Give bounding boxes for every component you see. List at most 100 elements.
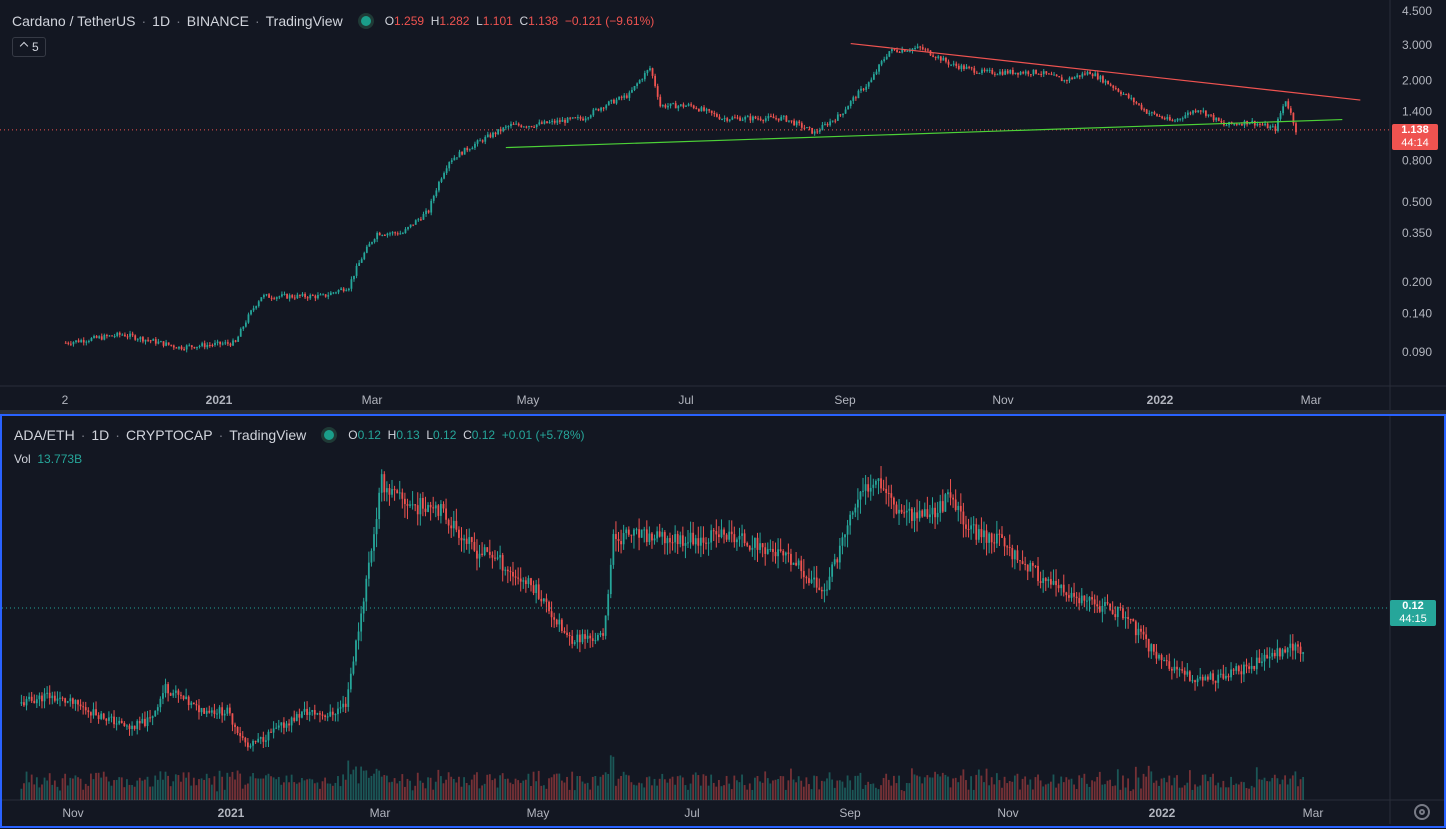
candle-body	[587, 117, 590, 119]
volume-bar	[1091, 780, 1093, 800]
candle-body	[810, 579, 813, 583]
volume-bar	[1299, 779, 1302, 800]
candle-body	[923, 509, 926, 517]
candle-body	[25, 699, 28, 706]
candle-body	[638, 529, 640, 538]
candle-body	[1219, 673, 1222, 675]
volume-bar	[1008, 781, 1011, 800]
candle-body	[710, 110, 713, 113]
volume-bar	[689, 783, 692, 800]
volume-bar	[1250, 785, 1253, 800]
candle-body	[1004, 70, 1007, 75]
candle-body	[1173, 666, 1176, 671]
candle-body	[196, 346, 198, 349]
volume-bar	[1137, 777, 1140, 800]
volume-bar	[1003, 776, 1006, 800]
candle-body	[484, 136, 487, 142]
candle-body	[124, 334, 126, 337]
candle-body	[443, 173, 445, 179]
candle-body	[934, 56, 937, 58]
candle-body	[200, 708, 203, 713]
indicators-toggle-button[interactable]: 5	[12, 37, 46, 57]
volume-bar	[1013, 775, 1016, 800]
candle-body	[342, 703, 345, 708]
pane-separator[interactable]	[0, 410, 1446, 414]
candle-body	[1094, 73, 1097, 77]
candle-body	[154, 710, 157, 717]
candle-body	[349, 673, 352, 690]
volume-bar	[1165, 782, 1168, 800]
volume-bar	[911, 768, 913, 800]
volume-bar	[89, 773, 92, 800]
candle-body	[385, 488, 388, 493]
candle-body	[862, 88, 865, 90]
candle-body	[829, 121, 832, 126]
volume-bar	[905, 782, 908, 800]
volume-bar	[826, 778, 828, 800]
candle-body	[757, 118, 759, 120]
volume-bar	[329, 783, 332, 800]
candle-body	[1107, 80, 1109, 85]
candle-body	[962, 511, 965, 525]
candle-body	[618, 96, 620, 100]
candle-body	[939, 501, 942, 513]
volume-bar	[874, 787, 877, 800]
candle-body	[226, 707, 229, 714]
candle-body	[167, 684, 169, 694]
candle-body	[893, 49, 896, 51]
candle-body	[702, 537, 705, 543]
symbol-title[interactable]: Cardano / TetherUS	[12, 13, 136, 29]
candle-body	[478, 553, 481, 559]
candle-body	[133, 725, 136, 729]
candle-body	[231, 713, 234, 725]
volume-bar	[360, 766, 363, 800]
volume-bar	[1158, 785, 1160, 800]
candle-body	[1117, 88, 1120, 92]
candle-body	[1274, 126, 1277, 131]
candle-body	[1196, 678, 1199, 683]
volume-bar	[1194, 784, 1196, 800]
symbol-title[interactable]: ADA/ETH	[14, 427, 75, 443]
interval-label[interactable]: 1D	[152, 13, 171, 29]
market-status-icon[interactable]	[360, 16, 371, 26]
candle-body	[427, 210, 430, 213]
candle-body	[38, 695, 41, 700]
volume-bar	[331, 785, 334, 800]
candle-body	[489, 134, 492, 138]
bottom-chart-canvas[interactable]: Nov 2021 Mar May Jul Sep Nov 2022 Mar	[2, 416, 1444, 826]
candle-body	[116, 332, 119, 336]
candle-body	[170, 344, 173, 346]
volume-bar	[1019, 789, 1021, 800]
candle-body	[890, 493, 893, 498]
candle-body	[872, 484, 875, 488]
volume-bar	[455, 782, 458, 800]
candle-body	[1153, 112, 1156, 114]
bottom-chart-pane[interactable]: Nov 2021 Mar May Jul Sep Nov 2022 Mar ADA/ETH · …	[0, 414, 1446, 828]
interval-label[interactable]: 1D	[91, 427, 110, 443]
candle-body	[1192, 110, 1194, 114]
candle-body	[394, 232, 397, 234]
market-status-icon[interactable]	[324, 430, 335, 440]
y-tick-label: 3.000	[1402, 38, 1432, 52]
volume-bar	[728, 783, 731, 800]
top-chart-pane[interactable]: 4.500 3.000 2.000 1.400 0.800 0.500 0.350 0.200…	[0, 0, 1446, 410]
volume-bar	[1031, 789, 1034, 800]
candle-body	[414, 504, 417, 506]
candle-body	[1001, 71, 1004, 75]
candle-body	[252, 740, 254, 746]
volume-bar	[414, 785, 417, 800]
volume-bar	[697, 775, 700, 800]
volume-bar	[970, 776, 973, 800]
top-chart-canvas[interactable]: 4.5003.0002.0001.4000.8000.5000.3500.200…	[0, 0, 1446, 410]
volume-bar	[288, 782, 290, 800]
candle-body	[643, 529, 646, 531]
candle-body	[1122, 608, 1124, 619]
candle-body	[1240, 671, 1243, 675]
candle-body	[769, 548, 772, 550]
volume-bar	[586, 782, 589, 800]
settings-gear-icon[interactable]	[1414, 804, 1430, 820]
volume-bar	[30, 774, 33, 800]
candle-body	[936, 512, 939, 518]
volume-bar	[784, 789, 787, 800]
candle-body	[450, 160, 453, 163]
